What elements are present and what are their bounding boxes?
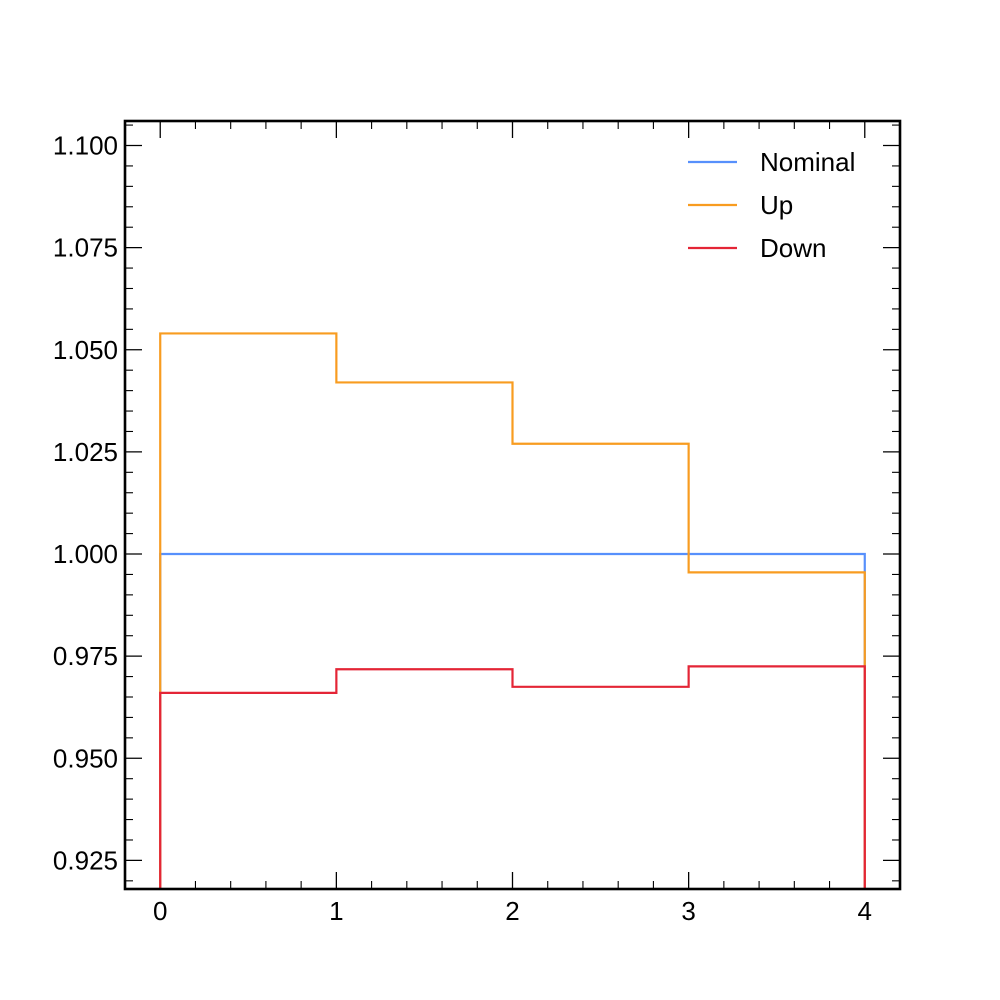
legend-item-nominal: Nominal <box>688 147 855 177</box>
y-tick-label: 0.975 <box>53 641 118 671</box>
plot-frame <box>123 119 902 891</box>
legend-item-up: Up <box>688 190 793 220</box>
y-tick-label: 0.950 <box>53 743 118 773</box>
legend-label: Nominal <box>760 147 855 177</box>
legend-label: Down <box>760 233 826 263</box>
series-step-line <box>159 665 866 889</box>
series-step-line <box>159 332 866 889</box>
y-tick-label: 1.025 <box>53 437 118 467</box>
legend-label: Up <box>760 190 793 220</box>
y-axis-tick-labels: 0.925 0.950 0.975 1.000 1.025 1.050 1.075 1.100 <box>53 131 118 876</box>
series-up <box>159 332 866 889</box>
minor-ticks <box>124 121 901 889</box>
x-tick-label: 0 <box>153 896 167 926</box>
y-tick-label: 1.050 <box>53 335 118 365</box>
series-step-line <box>159 552 866 889</box>
y-tick-label: 1.075 <box>53 233 118 263</box>
y-tick-label: 1.000 <box>53 539 118 569</box>
x-tick-label: 2 <box>505 896 519 926</box>
y-tick-label: 1.100 <box>53 131 118 161</box>
x-axis-tick-labels: 0 1 2 3 4 <box>153 896 872 926</box>
legend: Nominal Up Down <box>688 147 855 263</box>
legend-item-down: Down <box>688 233 826 263</box>
series-layer <box>159 332 866 889</box>
x-tick-label: 1 <box>329 896 343 926</box>
x-tick-label: 4 <box>858 896 872 926</box>
series-down <box>159 665 866 889</box>
x-tick-label: 3 <box>681 896 695 926</box>
y-tick-label: 0.925 <box>53 845 118 875</box>
series-nominal <box>159 552 866 889</box>
